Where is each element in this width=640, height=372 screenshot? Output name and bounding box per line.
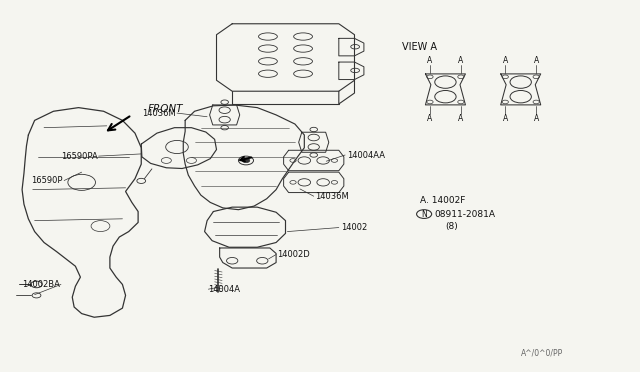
Text: 14004A: 14004A [209, 285, 241, 294]
Text: 16590PA: 16590PA [61, 152, 97, 161]
Text: 16590P: 16590P [31, 176, 63, 185]
Text: FRONT: FRONT [148, 104, 183, 114]
Text: A: A [458, 55, 463, 65]
Text: A: A [534, 55, 539, 65]
Text: A: A [502, 55, 508, 65]
Text: N: N [421, 209, 427, 219]
Text: 08911-2081A: 08911-2081A [434, 209, 495, 219]
Text: A: A [428, 55, 433, 65]
Circle shape [242, 158, 250, 163]
Text: VIEW A: VIEW A [401, 42, 436, 52]
Text: A^/0^0/PP: A^/0^0/PP [521, 348, 563, 357]
Text: (8): (8) [445, 222, 458, 231]
Text: 14002BA: 14002BA [22, 280, 60, 289]
Text: A: A [458, 114, 463, 123]
Text: 14036M: 14036M [315, 192, 349, 201]
Text: 14002D: 14002D [277, 250, 310, 259]
Text: A: A [534, 114, 539, 123]
Text: 14004AA: 14004AA [347, 151, 385, 160]
Text: 14002: 14002 [340, 223, 367, 232]
Text: A: A [428, 114, 433, 123]
Text: A. 14002F: A. 14002F [420, 196, 466, 205]
Text: A: A [502, 114, 508, 123]
Text: 14036M: 14036M [142, 109, 176, 118]
